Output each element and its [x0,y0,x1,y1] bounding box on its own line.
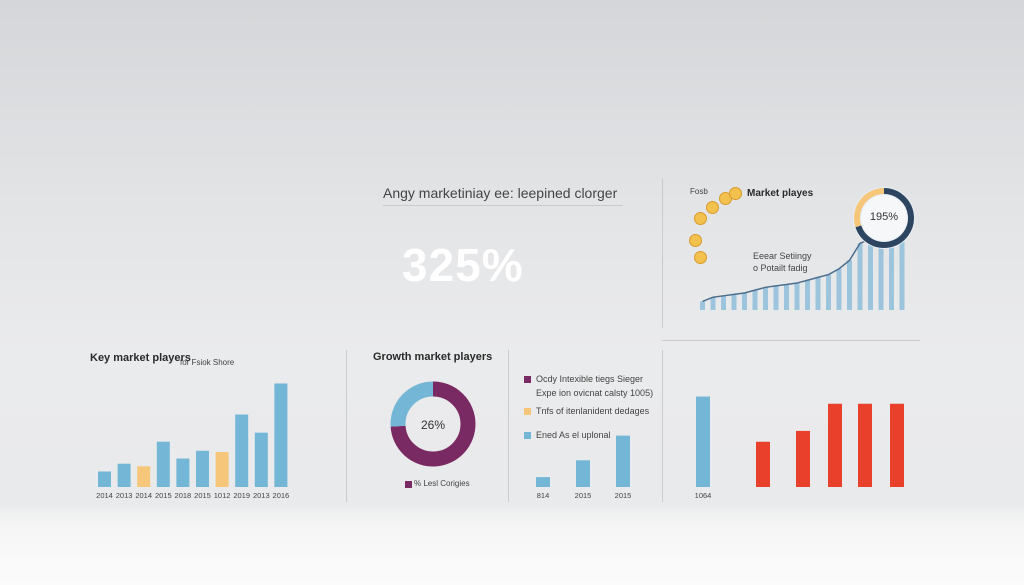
trend-bar [773,285,779,310]
bar [696,396,710,487]
tick-label: 2013 [253,491,270,500]
middle-panel-title: Growth market players [373,351,493,363]
tick-label: 2016 [273,491,290,500]
bar [156,441,170,487]
trend-bar [700,301,705,310]
top-right-note-2: o Potailt fadig [753,263,808,273]
bar [117,463,131,487]
bar [616,435,630,487]
bar [576,460,590,487]
trend-bar [868,239,873,310]
legend-swatch [524,432,531,439]
gauge-label: 195% [869,211,899,223]
trend-bar [752,290,758,310]
left-panel-title: Key market players [90,352,191,364]
coin-icon [694,212,707,225]
legend-item: Ocdy Intexible tiegs Sieger [536,374,644,384]
trend-bar [847,260,852,310]
gauge-segment [854,188,885,228]
bar [176,458,190,487]
trend-chart [700,235,905,310]
trend-bar [836,268,842,310]
legend-item: Ened As el uplonal [536,430,611,440]
bar [254,432,268,487]
bar [196,450,209,487]
mid-divider [662,340,920,341]
coin-icon [729,187,742,200]
coin-icon [694,251,707,264]
trend-bar [889,236,894,310]
tick-label: 1064 [695,491,712,500]
top-divider [383,205,623,206]
bar [274,383,288,487]
tick-label: 814 [537,491,550,500]
trend-bar [763,287,768,310]
divider-1 [346,350,347,502]
legend-item: Tnfs of itenlanident dedages [536,406,650,416]
bar [828,403,842,487]
trend-bar [710,297,716,310]
tick-label: 2019 [233,491,250,500]
trend-bar [815,277,821,310]
bar [215,452,229,487]
tick-label: 2014 [135,491,152,500]
top-right-note-1: Eeear Setiingy [753,251,812,261]
growth-donut-chart [390,381,476,467]
top-right-tag: Fosb [690,187,708,196]
coin-icon [706,201,719,214]
gauge-chart [853,187,915,249]
top-right-title: Market playes [747,188,814,199]
trend-bar [878,237,884,310]
trend-bar [721,295,726,310]
bar [536,477,550,487]
big-number: 325% [402,239,524,291]
tick-label: 1012 [214,491,231,500]
headline: Angy marketiniay ee: leepined clorger [383,185,618,201]
trend-bar [857,243,863,310]
donut-legend: % Lesl Corigies [414,479,470,488]
legend-swatch [524,408,531,415]
coin-icon [689,234,702,247]
bar [137,466,151,487]
key-players-bar-chart: 2014 2013 2014 2015 2018 2015 1012 2019 2013 2016 [96,383,290,500]
gauge-inner [861,195,907,241]
tick-label: 2014 [96,491,113,500]
tick-label: 2013 [116,491,133,500]
gauge-segment [855,188,914,248]
trend-bar [805,280,810,310]
legend-swatch [524,376,531,383]
divider-3 [662,350,663,502]
bar [98,471,111,487]
donut-slice [390,381,476,467]
legend-swatch [405,481,412,488]
right-mid-bar-chart: 814 2015 2015 [536,435,632,500]
legend-item: Expe ion ovicnat calsty 1005) [536,388,654,398]
bar [235,414,249,487]
tick-label: 2015 [575,491,592,500]
donut-slice [390,381,434,427]
bar [890,403,904,487]
trend-bar [794,283,800,310]
trend-bar [899,239,905,310]
trend-bar [742,292,747,310]
bar [796,430,810,487]
tick-label: 2015 [615,491,632,500]
tick-label: 2015 [155,491,172,500]
right-bar-chart: 1064 [695,396,904,500]
tick-label: 2018 [175,491,192,500]
trend-bar [826,274,831,310]
left-panel-subtitle: for Fsiok Shore [180,358,235,367]
donut-label: 26% [420,418,446,432]
divider-top-right [662,178,663,328]
tick-label: 2015 [194,491,211,500]
bar [756,441,770,487]
bar [858,403,872,487]
divider-2 [508,350,509,502]
trend-bar [731,294,737,310]
trend-bar [784,284,789,310]
